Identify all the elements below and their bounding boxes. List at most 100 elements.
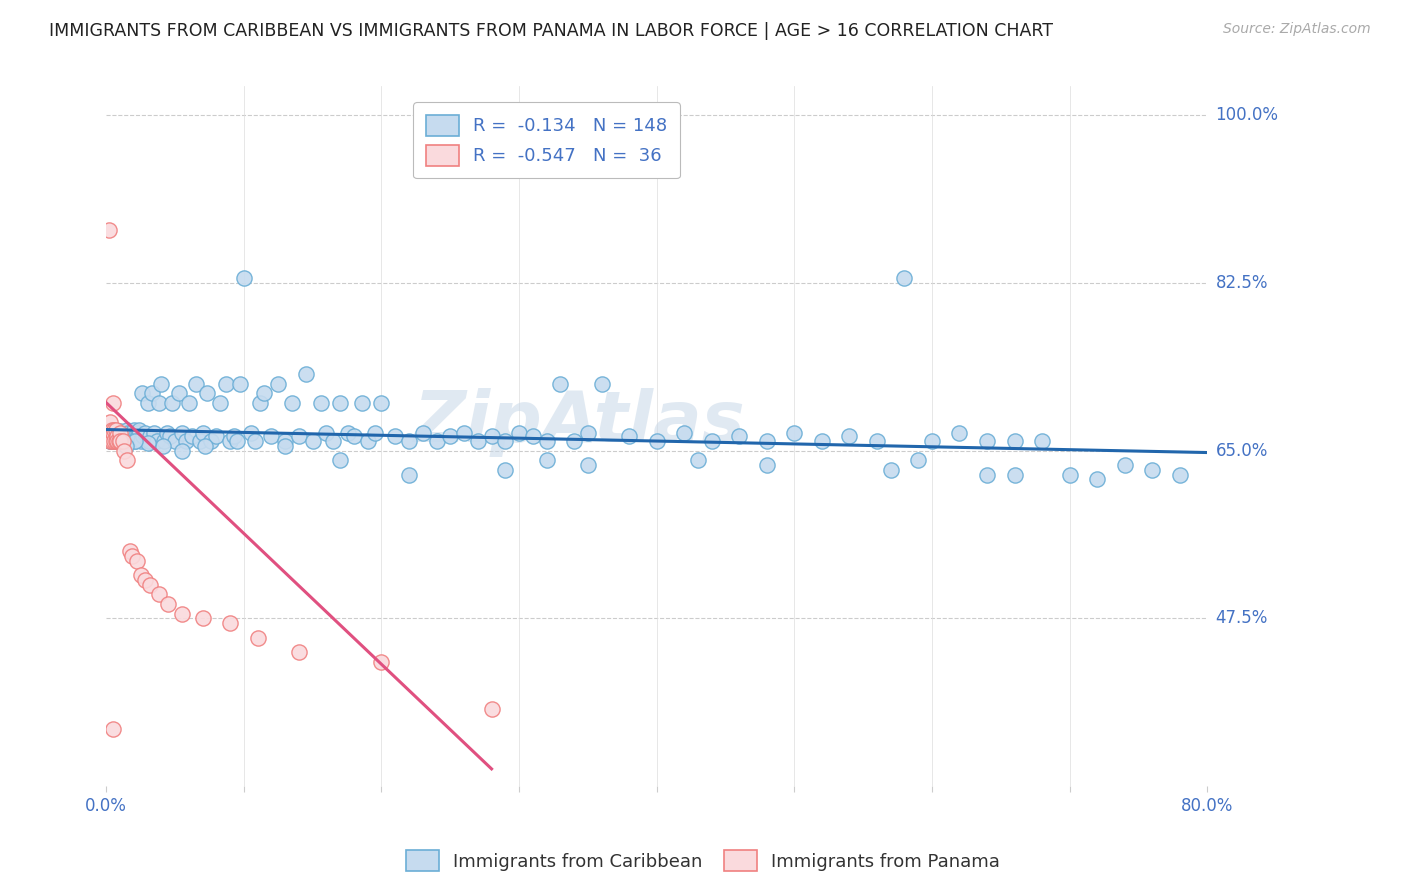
Point [576,426,599,441]
Point [129,434,152,448]
Point [107,434,129,448]
Point [105,429,128,443]
Point [976,467,998,482]
Point [191,611,214,625]
Point [98,429,121,443]
Point [866,434,889,448]
Point [673,426,696,441]
Point [139,578,162,592]
Point [136,436,159,450]
Point [205,429,228,443]
Point [148,395,170,409]
Point [120,434,142,448]
Point [755,434,778,448]
Point [209,395,232,409]
Point [100,434,122,448]
Point [127,429,149,443]
Point [115,453,138,467]
Point [98,434,121,448]
Point [1085,472,1108,486]
Point [550,376,572,391]
Point [619,429,641,443]
Point [226,434,249,448]
Point [1031,434,1053,448]
Point [329,395,352,409]
Point [315,426,337,441]
Point [281,395,304,409]
Point [98,415,121,429]
Point [128,423,150,437]
Point [481,702,503,716]
Point [591,376,613,391]
Point [229,376,252,391]
Point [141,386,163,401]
Point [101,434,124,448]
Point [125,426,148,441]
Point [170,607,193,621]
Point [755,458,778,472]
Point [100,423,122,437]
Point [195,386,218,401]
Point [150,376,173,391]
Point [180,429,202,443]
Point [136,395,159,409]
Point [101,425,124,439]
Point [114,429,136,443]
Point [232,271,254,285]
Point [363,426,385,441]
Point [645,434,668,448]
Point [267,376,290,391]
Point [146,434,169,448]
Point [124,434,146,448]
Point [343,429,366,443]
Point [129,568,152,582]
Point [112,426,135,441]
Point [260,429,283,443]
Text: ZipAtlas: ZipAtlas [413,388,745,457]
Point [224,429,246,443]
Point [153,434,176,448]
Point [686,453,709,467]
Point [108,434,131,448]
Point [274,439,297,453]
Point [191,426,214,441]
Point [243,434,266,448]
Point [398,467,420,482]
Point [384,429,406,443]
Point [110,434,132,448]
Point [105,434,128,448]
Text: IMMIGRANTS FROM CARIBBEAN VS IMMIGRANTS FROM PANAMA IN LABOR FORCE | AGE > 16 CO: IMMIGRANTS FROM CARIBBEAN VS IMMIGRANTS … [49,22,1053,40]
Point [159,429,181,443]
Point [125,554,148,568]
Point [215,376,238,391]
Point [249,395,271,409]
Point [132,429,155,443]
Point [522,429,544,443]
Point [98,434,121,448]
Point [288,645,311,659]
Point [184,376,207,391]
Point [156,426,179,441]
Point [104,434,127,448]
Point [100,423,122,437]
Point [948,426,970,441]
Point [337,426,360,441]
Point [107,429,129,443]
Point [114,439,136,453]
Point [101,722,124,736]
Point [131,386,153,401]
Point [98,426,121,441]
Legend: Immigrants from Caribbean, Immigrants from Panama: Immigrants from Caribbean, Immigrants fr… [399,843,1007,879]
Point [352,395,374,409]
Point [274,434,297,448]
Point [103,423,125,437]
Point [481,429,503,443]
Point [117,426,139,441]
Point [152,439,174,453]
Text: 82.5%: 82.5% [1216,274,1268,292]
Point [103,426,125,441]
Point [100,434,122,448]
Point [728,429,751,443]
Point [322,434,344,448]
Point [177,395,200,409]
